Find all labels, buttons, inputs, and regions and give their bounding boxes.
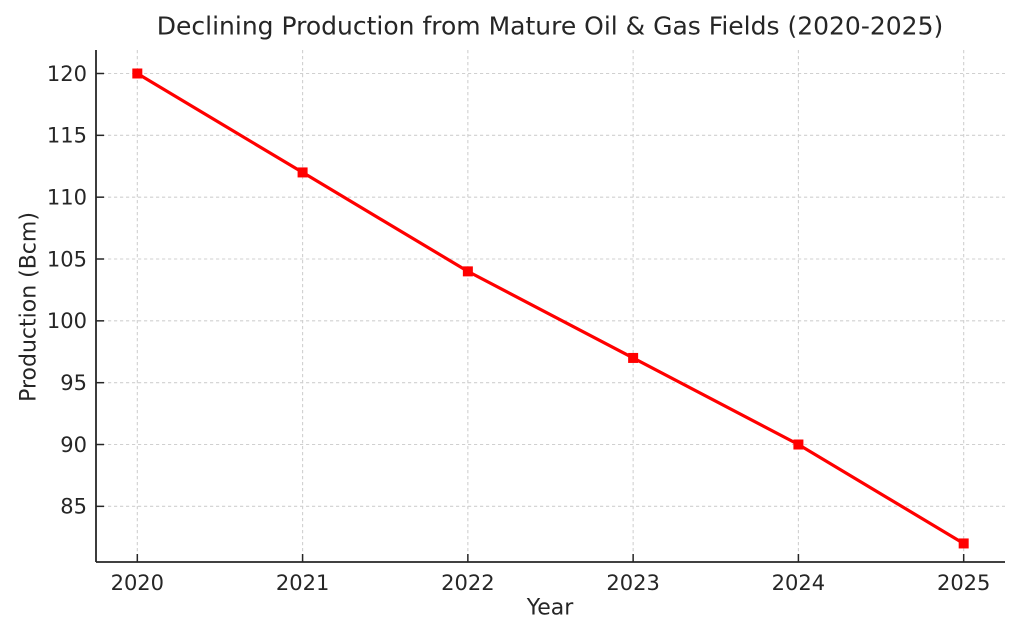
y-tick-label: 90 — [60, 433, 87, 457]
y-tick-label: 100 — [47, 309, 87, 333]
y-tick-label: 85 — [60, 495, 87, 519]
axis-layer — [95, 50, 1005, 563]
x-axis-label: Year — [526, 595, 574, 621]
y-tick-label: 110 — [47, 186, 87, 210]
y-tick-label: 95 — [60, 371, 87, 395]
x-tick-label: 2024 — [772, 571, 825, 595]
y-tick-label: 115 — [47, 124, 87, 148]
data-point-marker — [628, 352, 639, 363]
x-tick-label: 2025 — [937, 571, 990, 595]
data-point-marker — [132, 68, 143, 79]
data-point-marker — [462, 266, 473, 277]
data-series-layer — [132, 68, 969, 549]
x-tick-label: 2022 — [441, 571, 494, 595]
y-tick-label: 120 — [47, 62, 87, 86]
y-tick-label: 105 — [47, 247, 87, 271]
data-point-marker — [958, 538, 969, 549]
grid-layer — [96, 50, 1005, 562]
chart-title: Declining Production from Mature Oil & G… — [156, 11, 944, 41]
x-tick-label: 2020 — [111, 571, 164, 595]
data-point-marker — [793, 439, 804, 450]
data-line — [136, 72, 965, 545]
y-axis-label: Production (Bcm) — [16, 212, 42, 402]
tick-label-layer: 2020 2021 2022 2023 2024 2025 85 90 95 100 105 110 1… — [47, 62, 991, 595]
x-tick-label: 2023 — [606, 571, 659, 595]
data-point-marker — [297, 167, 308, 178]
x-tick-label: 2021 — [276, 571, 329, 595]
